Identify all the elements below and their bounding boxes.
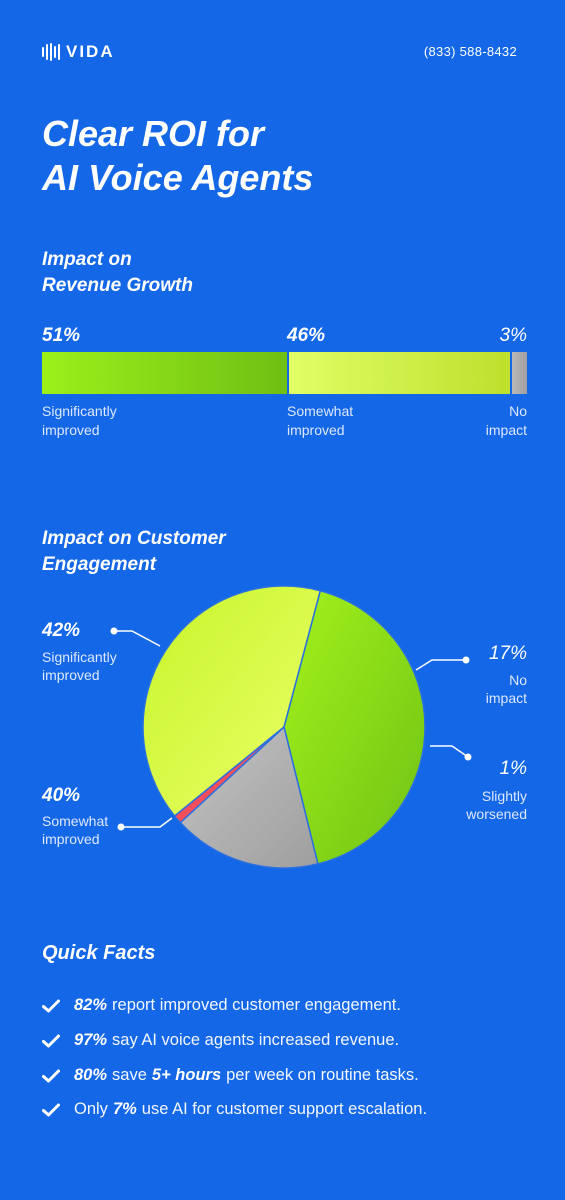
- revenue-title-line2: Revenue Growth: [42, 275, 193, 296]
- pie-label-line1: Somewhat: [42, 813, 109, 829]
- leader-no-impact: [415, 659, 466, 671]
- bar-label-line2: improved: [287, 422, 345, 438]
- engagement-title-line1: Impact on Customer: [42, 528, 226, 549]
- fact-text-2: per week on routine tasks.: [226, 1066, 419, 1084]
- bar-label-line1: Significantly: [42, 403, 117, 419]
- quick-facts-title: Quick Facts: [42, 942, 156, 964]
- pie-slice-somewhat-improved: [142, 585, 322, 817]
- leader-somewhat-improved-dot: [117, 823, 125, 831]
- engagement-section-title: Impact on Customer Engagement: [42, 526, 226, 578]
- fact-text: save: [112, 1066, 147, 1084]
- pie-pct-somewhat-improved: 40%: [42, 785, 81, 806]
- pie-label-no-impact: No impact: [486, 671, 527, 707]
- revenue-title-line1: Impact on: [42, 249, 132, 270]
- fact-highlight: 80%: [74, 1066, 108, 1084]
- bar-label-line2: impact: [485, 422, 527, 438]
- bar-significantly-improved: [42, 352, 288, 394]
- fact-text: report improved customer engagement.: [112, 996, 401, 1014]
- revenue-section-title: Impact on Revenue Growth: [42, 247, 193, 299]
- pie-label-line2: impact: [485, 690, 527, 706]
- pie-pct-slightly-worsened: 1%: [499, 758, 527, 779]
- leader-no-impact-dot: [462, 656, 470, 664]
- pie-label-line2: improved: [42, 831, 100, 847]
- page-title-line1: Clear ROI for: [42, 113, 265, 154]
- pie-label-line1: Slightly: [481, 788, 527, 804]
- leader-slightly-worsened: [430, 745, 469, 758]
- pie-label-line1: No: [509, 672, 527, 688]
- bar-label-somewhat-improved: Somewhat improved: [287, 402, 353, 440]
- fact-highlight: 7%: [112, 1100, 137, 1118]
- engagement-title-line2: Engagement: [42, 554, 157, 575]
- bar-label-no-impact: No impact: [486, 402, 527, 440]
- leader-somewhat-improved: [121, 817, 173, 828]
- pie-label-line1: Significantly: [42, 649, 117, 665]
- fact-text: say AI voice agents increased revenue.: [112, 1031, 400, 1049]
- bar-pct-somewhat-improved: 46%: [287, 325, 326, 346]
- leader-slightly-worsened-dot: [464, 753, 472, 761]
- fact-item: 82% report improved customer engagement.: [42, 996, 401, 1015]
- vida-logo[interactable]: VIDA: [42, 42, 115, 62]
- bar-label-line1: Somewhat: [287, 403, 354, 419]
- bar-label-significantly-improved: Significantly improved: [42, 402, 117, 440]
- fact-item: 80% save 5+ hours per week on routine ta…: [42, 1066, 419, 1085]
- bar-pct-no-impact: 3%: [499, 325, 527, 346]
- pie-pct-significantly-improved: 42%: [42, 620, 81, 641]
- page-title: Clear ROI for AI Voice Agents: [42, 112, 313, 200]
- check-icon: [42, 999, 60, 1012]
- pie-pct-no-impact: 17%: [488, 643, 527, 664]
- pie-label-somewhat-improved: Somewhat improved: [42, 812, 108, 848]
- phone-number[interactable]: (833) 588-8432: [423, 44, 517, 59]
- bar-no-impact: [512, 352, 527, 394]
- bar-pct-significantly-improved: 51%: [42, 325, 81, 346]
- logo-text: VIDA: [66, 42, 115, 61]
- check-icon: [42, 1103, 60, 1116]
- fact-prefix: Only: [74, 1100, 108, 1118]
- fact-highlight-2: 5+ hours: [151, 1066, 222, 1084]
- fact-text: use AI for customer support escalation.: [141, 1100, 428, 1118]
- fact-highlight: 82%: [74, 996, 108, 1014]
- pie-slice-significantly-improved: [283, 589, 426, 865]
- bar-somewhat-improved: [289, 352, 511, 394]
- logo-bars-icon: [42, 43, 60, 61]
- bar-label-line1: No: [509, 403, 527, 419]
- pie-label-line2: worsened: [466, 806, 527, 822]
- revenue-stacked-bar: [42, 352, 527, 394]
- leader-significantly-improved: [114, 630, 161, 647]
- pie-slice-no-impact: [179, 725, 319, 869]
- fact-highlight: 97%: [74, 1031, 108, 1049]
- leader-significantly-improved-dot: [110, 627, 118, 635]
- fact-item: Only 7% use AI for customer support esca…: [42, 1100, 427, 1119]
- fact-item: 97% say AI voice agents increased revenu…: [42, 1031, 399, 1050]
- pie-label-line2: improved: [42, 667, 100, 683]
- bar-label-line2: improved: [42, 422, 100, 438]
- page-title-line2: AI Voice Agents: [42, 157, 314, 198]
- check-icon: [42, 1034, 60, 1047]
- pie-label-slightly-worsened: Slightly worsened: [466, 787, 527, 823]
- check-icon: [42, 1069, 60, 1082]
- pie-label-significantly-improved: Significantly improved: [42, 648, 117, 684]
